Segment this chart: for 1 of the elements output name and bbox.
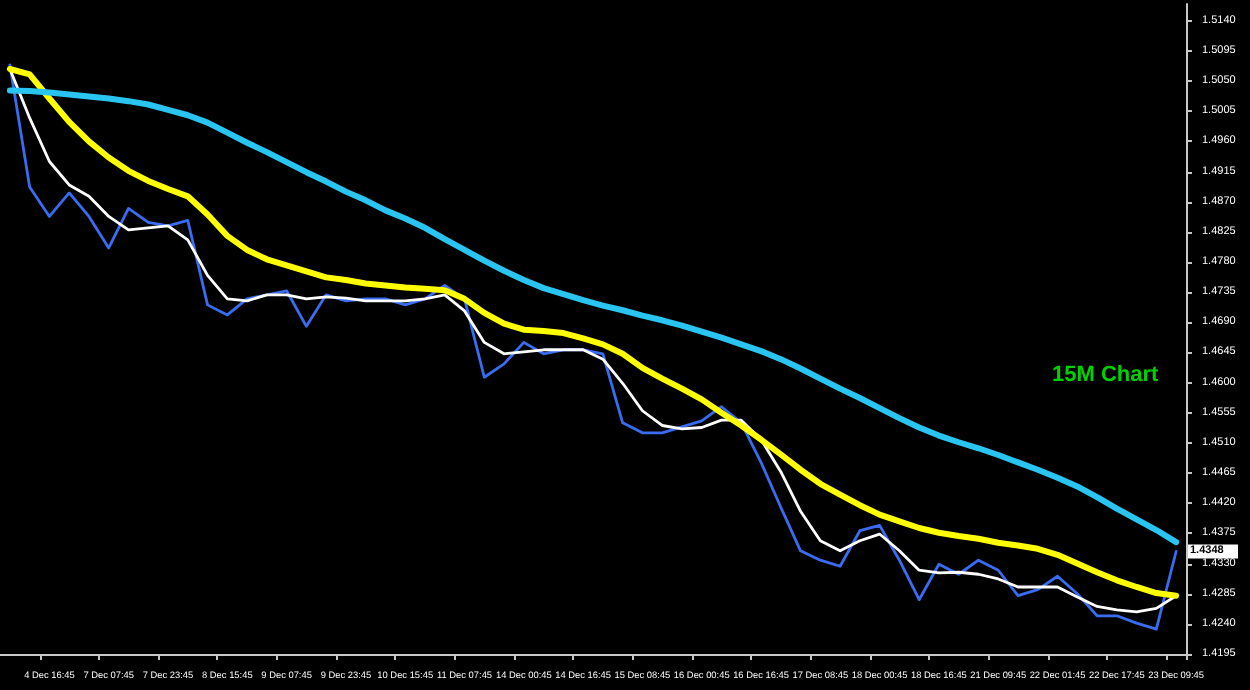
annotation: 15M Chart <box>1052 363 1160 387</box>
